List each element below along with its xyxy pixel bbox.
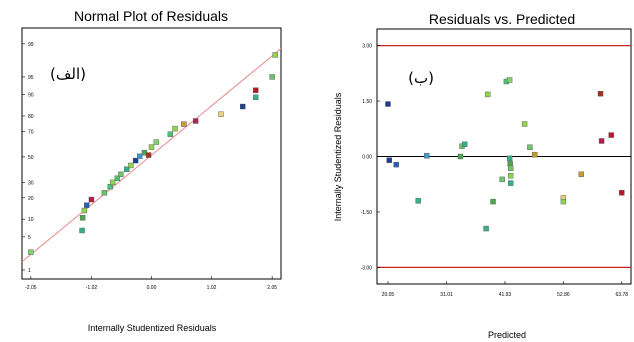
left-data-point	[218, 111, 224, 117]
right-x-tick-label: 41.93	[499, 292, 512, 298]
right-y-ticks: 3.00 1.50 0.00 -1.50 -3.00	[361, 44, 380, 271]
right-data-point	[484, 91, 491, 98]
right-data-point	[461, 141, 468, 148]
left-x-tick-label: -2.05	[25, 285, 37, 291]
left-data-point	[252, 87, 259, 93]
right-data-point	[457, 153, 464, 160]
left-data-point	[272, 52, 278, 58]
right-data-point	[619, 190, 625, 196]
right-data-point	[527, 144, 533, 150]
right-data-point	[499, 176, 505, 183]
right-data-point	[507, 180, 514, 186]
right-y-tick-label: 3.00	[362, 44, 372, 50]
left-y-tick-label: 50	[28, 155, 34, 161]
right-data-point	[490, 198, 496, 205]
left-data-point	[79, 227, 85, 234]
right-chart-tag: (ب)	[408, 69, 434, 87]
right-data-point	[424, 153, 430, 159]
left-y-ticks: 99 95 90 80 70 50 30 20 10 5 1	[22, 42, 34, 274]
left-data-point	[252, 94, 259, 100]
left-data-point	[145, 152, 152, 158]
right-data-point	[560, 198, 567, 205]
right-y-tick-label: -1.50	[361, 210, 373, 216]
right-y-tick-label: 1.50	[362, 99, 372, 105]
right-y-tick-label: 0.00	[362, 155, 372, 161]
right-data-point	[507, 165, 514, 172]
left-data-point	[240, 103, 246, 110]
right-data-point	[578, 171, 584, 177]
left-x-axis-label: Internally Studentized Residuals	[88, 323, 217, 333]
left-data-point	[81, 207, 88, 214]
left-data-point	[109, 179, 116, 186]
left-data-point	[192, 118, 199, 124]
left-data-point	[269, 74, 275, 80]
right-y-axis-label: Internally Studentized Residuals	[333, 92, 343, 221]
right-data-point	[521, 121, 528, 127]
right-x-tick-label: 31.01	[440, 292, 453, 298]
left-y-tick-label: 30	[28, 180, 34, 186]
left-data-point	[118, 171, 124, 178]
left-y-tick-label: 70	[28, 129, 34, 135]
right-data-point	[608, 132, 614, 138]
right-data-point	[393, 161, 399, 168]
right-data-point	[483, 225, 489, 232]
left-data-point	[88, 196, 95, 203]
left-fit-line	[22, 48, 281, 263]
left-y-tick-label: 90	[28, 93, 34, 99]
left-fit-line-layer	[22, 48, 281, 263]
right-x-tick-label: 63.78	[616, 292, 629, 298]
right-chart-title: Residuals vs. Predicted	[429, 11, 575, 27]
right-x-ticks: 20.05 31.01 41.93 52.86 63.78	[382, 281, 629, 298]
right-points-layer	[385, 77, 625, 232]
left-y-tick-label: 5	[28, 235, 31, 241]
right-data-point	[386, 157, 392, 163]
left-data-point	[114, 175, 121, 181]
right-x-axis-label: Predicted	[488, 330, 526, 340]
left-data-point	[124, 166, 130, 172]
left-data-point	[167, 131, 174, 137]
left-data-point	[101, 190, 108, 196]
right-limit-lines-layer	[377, 45, 631, 268]
left-y-tick-label: 1	[28, 268, 31, 274]
left-y-tick-label: 80	[28, 114, 34, 120]
left-y-tick-label: 95	[28, 75, 34, 81]
left-x-tick-label: 0.00	[147, 285, 157, 291]
left-data-point	[132, 157, 139, 164]
left-data-point	[172, 125, 178, 132]
right-data-point	[598, 138, 605, 144]
right-data-point	[385, 101, 391, 107]
right-data-point	[532, 151, 538, 158]
right-x-tick-label: 20.05	[382, 292, 395, 298]
residuals-vs-predicted-chart: Residuals vs. Predicted 3.00 1.50 0.00 -1.5…	[333, 11, 632, 340]
left-data-point	[181, 121, 187, 127]
left-chart-title: Normal Plot of Residuals	[74, 8, 228, 24]
left-data-point	[137, 153, 143, 159]
left-data-point	[79, 215, 86, 221]
normal-plot-chart: Normal Plot of Residuals 99 95 90 80 70 50 30 2…	[21, 8, 282, 333]
left-data-point	[153, 139, 159, 145]
left-chart-tag: (الف)	[50, 65, 86, 83]
left-x-tick-label: -1.02	[86, 285, 98, 291]
right-data-point	[507, 173, 514, 179]
left-x-tick-label: 1.02	[207, 285, 217, 291]
right-data-point	[597, 90, 604, 97]
right-x-tick-label: 52.86	[557, 292, 570, 298]
left-data-point	[148, 144, 155, 150]
right-data-point	[506, 155, 513, 162]
left-y-tick-label: 20	[28, 196, 34, 202]
left-data-point	[84, 202, 90, 208]
left-x-tick-label: 2.05	[267, 285, 277, 291]
left-data-point	[28, 249, 34, 255]
left-points-layer	[28, 52, 278, 255]
right-data-point	[506, 77, 513, 83]
left-y-tick-label: 10	[28, 217, 34, 223]
right-y-tick-label: -3.00	[361, 265, 373, 271]
left-x-ticks: -2.05 -1.02 0.00 1.02 2.05	[25, 276, 277, 291]
right-data-point	[415, 198, 421, 204]
left-y-tick-label: 99	[28, 42, 34, 48]
left-data-point	[128, 162, 134, 169]
